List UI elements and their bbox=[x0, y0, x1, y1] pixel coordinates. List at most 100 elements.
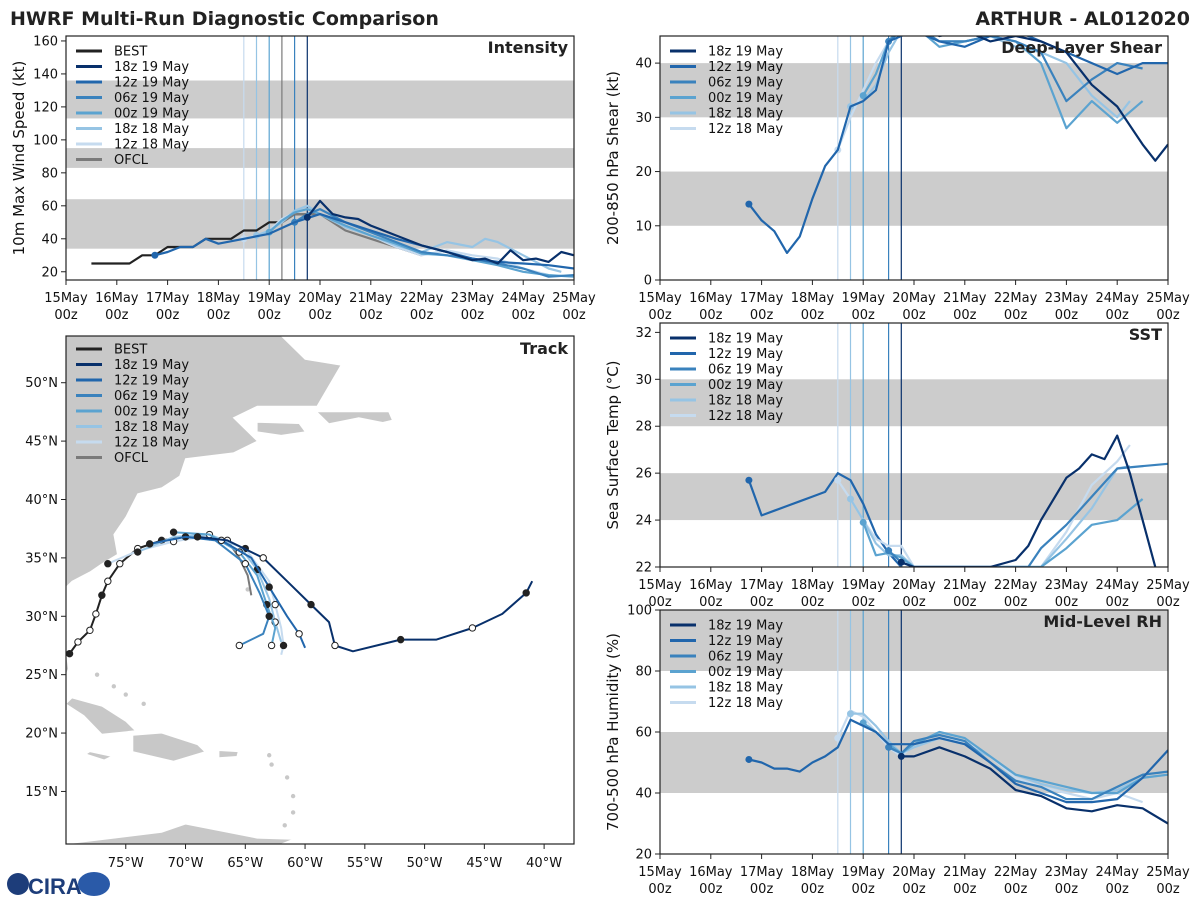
gray-band bbox=[660, 610, 1168, 671]
series-line-18z-18-May bbox=[849, 465, 1131, 567]
x-tick-label: 00z bbox=[852, 308, 876, 323]
y-tick-label: 100 bbox=[33, 133, 58, 148]
x-tick-label: 00z bbox=[648, 595, 672, 610]
x-tick-label: 00z bbox=[359, 308, 383, 323]
lat-tick-label: 40°N bbox=[25, 493, 58, 508]
x-tick-label: 00z bbox=[902, 308, 926, 323]
track-point-marker bbox=[265, 583, 273, 591]
legend-label: 18z 18 May bbox=[708, 681, 783, 696]
plot-area bbox=[660, 323, 1168, 567]
x-tick-label: 00z bbox=[750, 882, 774, 897]
panel-shear: 0 10 20 30 40 15May 00z 16May 00z 17May 00z 18May 00… bbox=[604, 35, 1190, 323]
track-point-marker bbox=[104, 560, 112, 568]
series-line-18z-19-May bbox=[900, 434, 1157, 567]
lat-tick-label: 50°N bbox=[25, 376, 58, 391]
y-axis-label: 200-850 hPa Shear (kt) bbox=[604, 71, 622, 245]
track-point-marker bbox=[396, 635, 405, 644]
init-marker bbox=[885, 743, 893, 751]
lon-tick-label: 70°W bbox=[168, 856, 204, 871]
series-line-00z-19-May bbox=[268, 208, 574, 278]
cira-logo: CIRA bbox=[7, 872, 110, 899]
track-point-marker bbox=[66, 649, 74, 658]
series-line-06z-19-May bbox=[294, 208, 574, 278]
x-tick-label: 00z bbox=[461, 308, 485, 323]
x-tick-label: 21May bbox=[943, 865, 987, 880]
x-tick-label: 22May bbox=[994, 291, 1038, 306]
series-line-18z-19-May bbox=[306, 199, 574, 265]
track-point-marker bbox=[86, 626, 94, 634]
panel-title: Mid-Level RH bbox=[1043, 612, 1162, 631]
x-tick-label: 15May bbox=[638, 578, 682, 593]
x-tick-label: 21May bbox=[943, 291, 987, 306]
x-tick-label: 00z bbox=[852, 595, 876, 610]
legend-label: 18z 18 May bbox=[708, 394, 783, 409]
x-tick-label: 25May bbox=[1146, 865, 1190, 880]
panel-track: 75°W 70°W 65°W 60°W 55°W 50°W 45°W 40°W 15°N 20°N… bbox=[25, 335, 575, 871]
x-tick-label: 25May bbox=[1146, 578, 1190, 593]
y-tick-label: 40 bbox=[41, 232, 58, 247]
island bbox=[141, 701, 146, 707]
x-tick-label: 00z bbox=[410, 308, 434, 323]
x-tick-label: 18May bbox=[791, 578, 835, 593]
y-tick-label: 0 bbox=[644, 274, 652, 289]
legend-label: 12z 18 May bbox=[708, 409, 783, 424]
legend-label: 18z 19 May bbox=[114, 60, 189, 75]
x-tick-label: 16May bbox=[95, 291, 139, 306]
track-point-marker bbox=[271, 600, 279, 609]
x-tick-label: 23May bbox=[1045, 578, 1089, 593]
x-tick-label: 16May bbox=[689, 865, 733, 880]
legend-label: 12z 18 May bbox=[114, 436, 189, 451]
legend-label: 12z 18 May bbox=[708, 122, 783, 137]
legend-label: BEST bbox=[114, 45, 147, 60]
land-mass bbox=[256, 421, 306, 436]
x-tick-label: 00z bbox=[1106, 595, 1130, 610]
series-line-00z-19-May bbox=[862, 498, 1144, 567]
x-tick-label: 20May bbox=[892, 578, 936, 593]
x-tick-label: 00z bbox=[699, 308, 723, 323]
track-point-marker bbox=[279, 641, 288, 650]
partner-logo-icon bbox=[78, 872, 110, 896]
track-point-marker bbox=[265, 612, 273, 620]
legend-label: 00z 19 May bbox=[114, 405, 189, 420]
gray-band bbox=[66, 80, 574, 119]
land-mass bbox=[66, 336, 342, 588]
x-tick-label: 00z bbox=[1004, 595, 1028, 610]
gray-band bbox=[660, 473, 1168, 521]
panel-sst: 22 24 26 28 30 32 15May 00z 16May 00z 17May 00z 18Ma… bbox=[604, 322, 1190, 610]
x-tick-label: 20May bbox=[892, 865, 936, 880]
x-tick-label: 00z bbox=[699, 882, 723, 897]
legend-label: 18z 18 May bbox=[114, 420, 189, 435]
x-tick-label: 20May bbox=[298, 291, 342, 306]
land-mass bbox=[66, 823, 294, 844]
lon-tick-label: 45°W bbox=[466, 856, 502, 871]
lon-tick-label: 55°W bbox=[347, 856, 383, 871]
plot-area bbox=[660, 610, 1168, 854]
island bbox=[123, 692, 128, 697]
x-tick-label: 17May bbox=[740, 578, 784, 593]
track-18z-19-May bbox=[197, 535, 534, 653]
x-tick-label: 19May bbox=[841, 865, 885, 880]
x-tick-label: 00z bbox=[1156, 595, 1180, 610]
y-tick-label: 32 bbox=[635, 326, 652, 341]
legend-label: 18z 18 May bbox=[114, 122, 189, 137]
x-tick-label: 00z bbox=[54, 308, 78, 323]
y-tick-label: 40 bbox=[635, 57, 652, 72]
series-line-00z-19-May bbox=[862, 722, 1168, 795]
x-tick-label: 00z bbox=[902, 882, 926, 897]
lat-tick-label: 45°N bbox=[25, 435, 58, 450]
land-mass bbox=[85, 751, 113, 761]
x-tick-label: 16May bbox=[689, 291, 733, 306]
init-marker bbox=[834, 476, 842, 484]
panel-intensity: 20 40 60 80 100 120 140 160 15May 00z 16May 00z 17Ma… bbox=[10, 34, 596, 323]
land-mass bbox=[132, 732, 206, 762]
panel-title: SST bbox=[1129, 325, 1162, 344]
legend-label: 12z 18 May bbox=[114, 138, 189, 153]
island bbox=[290, 793, 296, 799]
legend-label: BEST bbox=[114, 343, 147, 358]
y-tick-label: 160 bbox=[33, 34, 58, 49]
track-point-marker bbox=[522, 589, 530, 597]
track-point-marker bbox=[145, 540, 154, 548]
x-tick-label: 00z bbox=[902, 595, 926, 610]
x-tick-label: 18May bbox=[197, 291, 241, 306]
legend-label: 00z 19 May bbox=[114, 107, 189, 122]
